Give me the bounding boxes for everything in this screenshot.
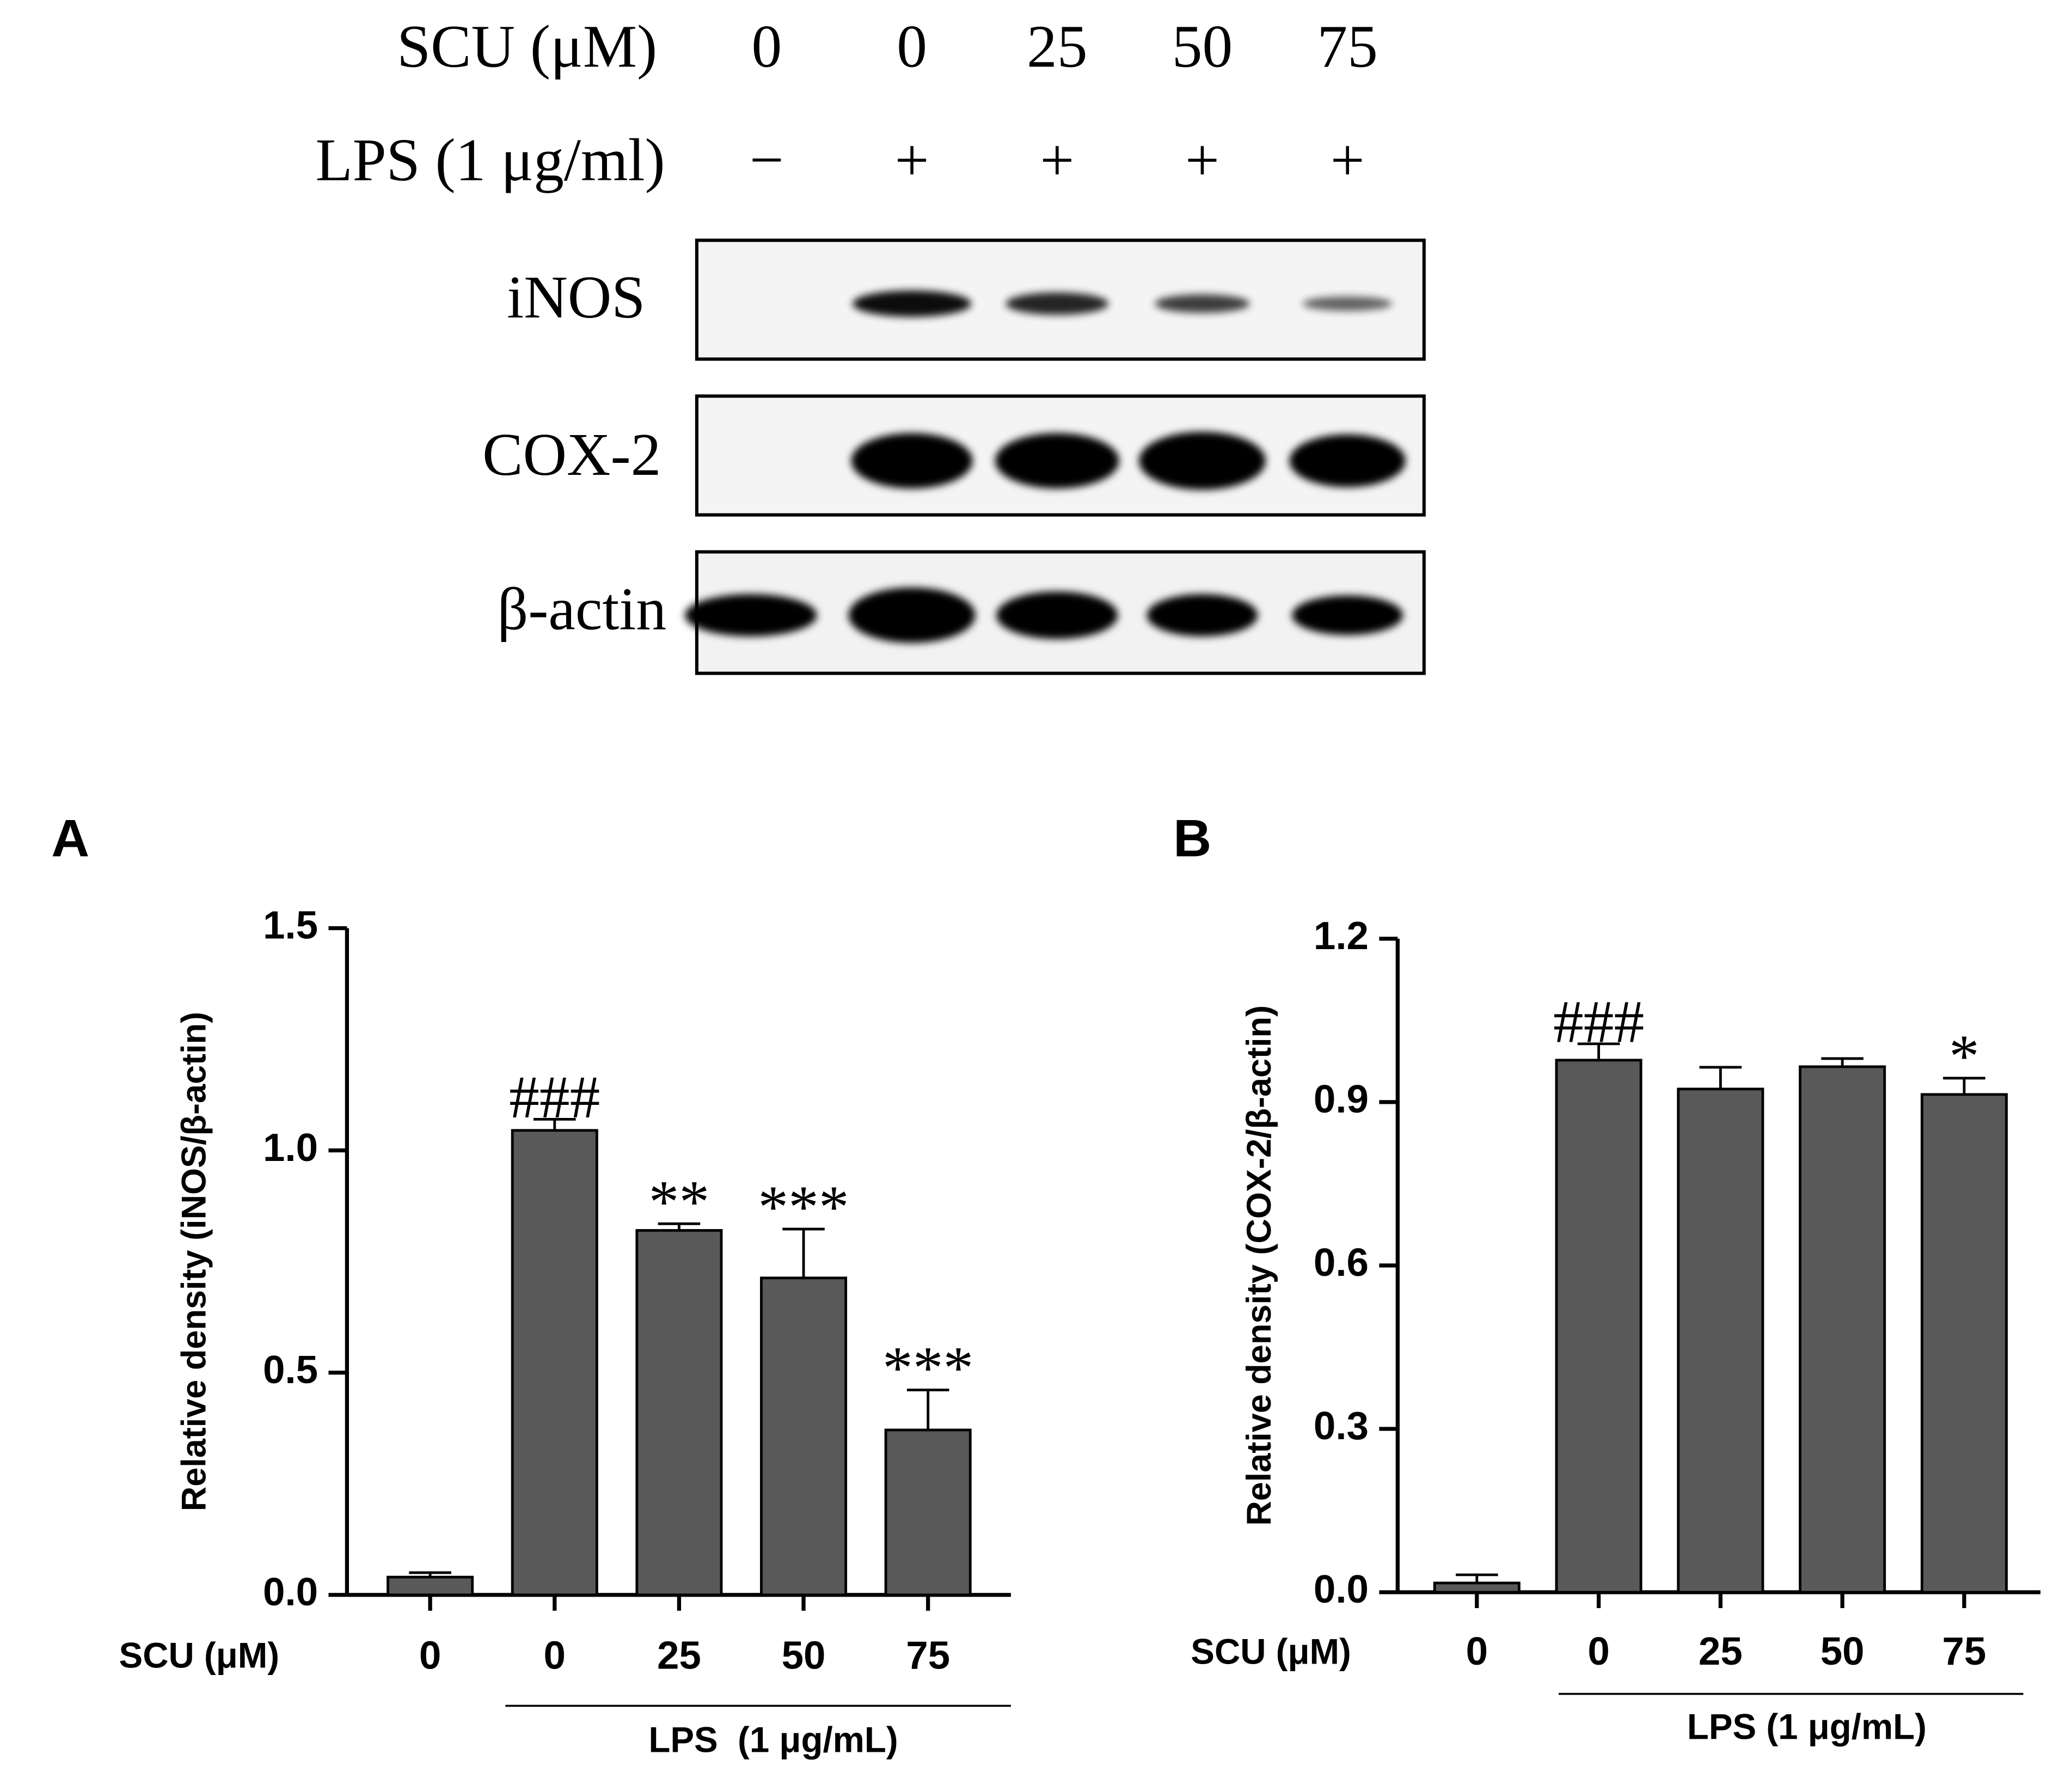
y-tick-label: 0.6 [1314,1240,1369,1285]
y-tick-label: 1.2 [1314,914,1369,958]
lane-label: 0 [897,14,927,81]
significance-label: *** [882,1335,973,1402]
y-tick-label: 0.3 [1314,1404,1369,1448]
lane-label: 50 [1172,14,1233,81]
band [1147,594,1258,637]
y-axis-label: Relative density (iNOS/β-actin) [175,1012,213,1511]
x-tick-label: 0 [1466,1629,1488,1673]
band [685,594,817,637]
band-label: iNOS [507,264,645,331]
bar [511,1129,598,1597]
lane-label: + [895,127,929,194]
x-tick-label: 25 [1699,1629,1743,1673]
bar [884,1428,972,1597]
x-axis-label: SCU (μM) [119,1636,280,1676]
significance-label: ### [509,1064,600,1131]
bar [1799,1065,1886,1594]
group-label: LPS (1 μg/mL) [648,1720,898,1760]
y-tick-label: 0.0 [263,1570,318,1614]
x-tick-label: 50 [782,1633,826,1677]
x-tick-label: 50 [1820,1629,1865,1673]
lane-label: − [750,127,784,194]
lane-label: 25 [1027,14,1088,81]
y-axis-label: Relative density (COX-2/β-actin) [1240,1005,1278,1526]
band [1292,595,1403,635]
band [1006,292,1109,315]
x-tick-label: 0 [544,1633,566,1677]
panel-label: B [1173,808,1211,867]
lane-label: + [1331,127,1365,194]
x-tick-label: 75 [906,1633,950,1677]
band-label: β-actin [498,576,667,643]
lane-label: + [1040,127,1074,194]
bar [760,1276,848,1597]
x-tick-label: 0 [1587,1629,1609,1673]
y-tick-label: 0.9 [1314,1077,1369,1121]
bar [1433,1581,1521,1594]
lane-label: 0 [752,14,782,81]
bar [1920,1093,2008,1594]
band [1155,294,1250,313]
bar [635,1229,723,1597]
condition-label: SCU (μM) [397,14,657,81]
condition-label: LPS (1 μg/ml) [315,127,665,194]
band [1139,431,1266,490]
significance-label: ### [1553,988,1644,1055]
bar [1555,1059,1642,1594]
band [1289,434,1406,487]
significance-label: ** [649,1169,710,1236]
y-tick-label: 0.5 [263,1348,318,1392]
y-tick-label: 1.0 [263,1126,318,1170]
group-label: LPS (1 μg/mL) [1687,1707,1927,1746]
x-tick-label: 25 [657,1633,701,1677]
significance-label: *** [758,1174,849,1241]
band [1302,296,1393,311]
x-tick-label: 0 [419,1633,441,1677]
band [996,591,1118,639]
x-axis-label: SCU (μM) [1191,1631,1351,1671]
lane-label: + [1185,127,1219,194]
y-tick-label: 1.5 [263,903,318,947]
y-tick-label: 0.0 [1314,1567,1369,1611]
significance-label: * [1949,1023,1979,1090]
bar [387,1575,474,1597]
band [995,433,1119,489]
band [848,587,976,643]
band-label: COX-2 [482,421,661,488]
band [851,433,973,489]
x-tick-label: 75 [1942,1629,1987,1673]
bar [1677,1087,1764,1594]
lane-label: 75 [1317,14,1378,81]
panel-label: A [51,808,89,867]
band [852,290,972,317]
